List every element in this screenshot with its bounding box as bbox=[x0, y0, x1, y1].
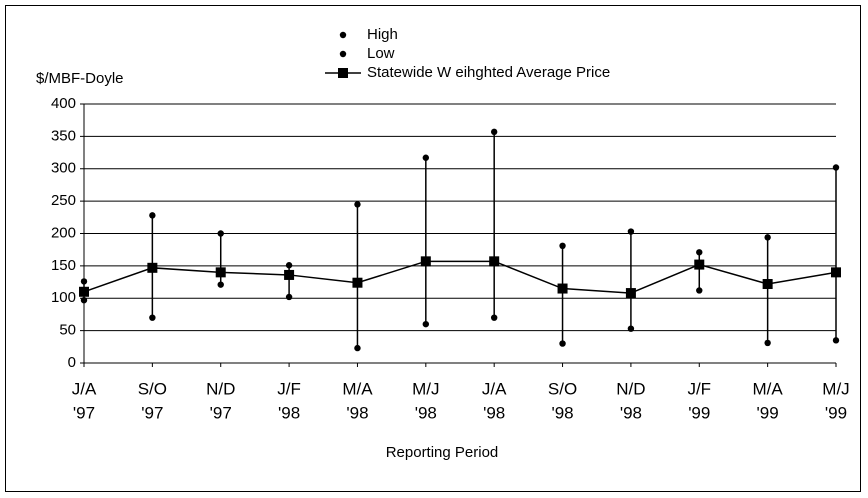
x-axis-label: Reporting Period bbox=[386, 444, 499, 461]
y-tick-label: 200 bbox=[51, 224, 76, 241]
x-tick-label: M/A bbox=[753, 379, 784, 398]
x-tick-label: S/O bbox=[548, 379, 577, 398]
legend-label: High bbox=[367, 26, 398, 43]
x-tick-label: '99 bbox=[825, 403, 847, 422]
x-tick-label: '98 bbox=[415, 403, 437, 422]
point bbox=[627, 228, 635, 235]
legend-marker bbox=[339, 50, 347, 58]
y-tick-label: 50 bbox=[59, 322, 76, 339]
point bbox=[832, 164, 840, 171]
point bbox=[217, 230, 224, 237]
y-tick-label: 250 bbox=[51, 192, 76, 209]
legend-marker bbox=[338, 68, 348, 78]
avg-marker bbox=[284, 269, 295, 280]
avg-marker bbox=[694, 259, 705, 270]
x-tick-label: J/A bbox=[482, 379, 507, 398]
x-tick-label: '98 bbox=[620, 403, 642, 422]
point bbox=[354, 201, 361, 208]
point bbox=[80, 278, 88, 285]
point bbox=[764, 234, 771, 241]
x-tick-label: '98 bbox=[551, 403, 573, 422]
x-tick-label: '98 bbox=[278, 403, 300, 422]
legend-label: Statewide W eihghted Average Price bbox=[367, 64, 610, 81]
avg-marker bbox=[557, 283, 568, 294]
point bbox=[422, 320, 430, 328]
point bbox=[696, 249, 703, 256]
y-tick-label: 150 bbox=[51, 257, 76, 274]
point bbox=[354, 344, 361, 352]
avg-marker bbox=[147, 262, 158, 273]
avg-marker bbox=[79, 286, 89, 297]
avg-marker bbox=[420, 256, 431, 267]
y-tick-label: 350 bbox=[51, 127, 76, 144]
point bbox=[149, 212, 156, 219]
point bbox=[696, 287, 703, 294]
point bbox=[490, 314, 498, 321]
avg-line bbox=[83, 260, 837, 294]
x-tick-label: '97 bbox=[141, 403, 163, 422]
y-tick-label: 400 bbox=[51, 95, 76, 112]
y-axis-label: $/MBF-Doyle bbox=[36, 70, 124, 87]
y-tick-label: 100 bbox=[51, 289, 76, 306]
x-tick-label: N/D bbox=[616, 379, 645, 398]
x-tick-label: '98 bbox=[483, 403, 505, 422]
point bbox=[490, 128, 498, 136]
point bbox=[285, 293, 293, 301]
x-tick-label: N/D bbox=[206, 379, 235, 398]
x-tick-label: J/A bbox=[72, 379, 97, 398]
point bbox=[422, 154, 430, 161]
point bbox=[832, 337, 840, 344]
x-tick-label: '99 bbox=[688, 403, 710, 422]
x-tick-label: '97 bbox=[73, 403, 95, 422]
x-tick-label: '98 bbox=[346, 403, 368, 422]
chart-border bbox=[5, 5, 861, 492]
avg-marker bbox=[352, 277, 363, 288]
x-tick-label: M/J bbox=[412, 379, 439, 398]
x-tick-label: S/O bbox=[138, 379, 167, 398]
point bbox=[217, 281, 224, 288]
y-tick-label: 300 bbox=[51, 160, 76, 177]
avg-marker bbox=[625, 288, 636, 299]
point bbox=[559, 340, 566, 347]
avg-marker bbox=[831, 267, 841, 278]
y-tick-label: 0 bbox=[68, 354, 76, 371]
avg-marker bbox=[762, 279, 773, 290]
avg-marker bbox=[215, 267, 226, 278]
point bbox=[285, 262, 293, 269]
point bbox=[764, 339, 771, 347]
point bbox=[559, 242, 566, 250]
x-tick-label: '99 bbox=[757, 403, 779, 422]
avg-marker bbox=[489, 256, 500, 267]
x-tick-label: M/A bbox=[342, 379, 373, 398]
x-tick-label: '97 bbox=[210, 403, 232, 422]
point bbox=[149, 314, 156, 321]
legend-marker bbox=[339, 31, 347, 39]
point bbox=[627, 325, 635, 332]
x-tick-label: J/F bbox=[277, 379, 301, 398]
legend-label: Low bbox=[367, 45, 395, 62]
x-tick-label: M/J bbox=[822, 379, 849, 398]
x-tick-label: J/F bbox=[687, 379, 711, 398]
point bbox=[80, 296, 88, 304]
